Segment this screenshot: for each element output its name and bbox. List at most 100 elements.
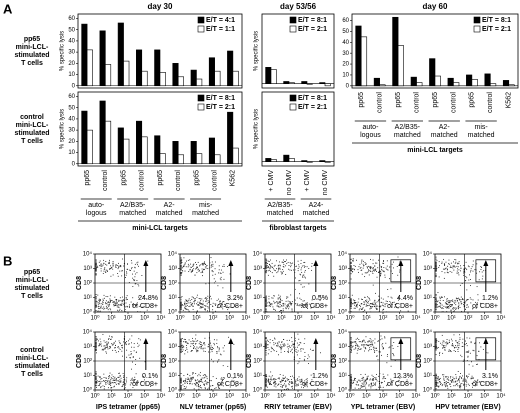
event-dot [277,384,279,386]
event-dot [459,307,461,308]
event-dot [95,381,97,382]
event-dot [443,263,445,265]
event-dot [308,267,310,269]
event-dot [187,378,189,380]
event-dot [184,382,186,384]
event-dot [382,302,384,304]
event-dot [369,268,371,270]
event-dot [210,358,212,360]
event-dot [279,380,281,382]
event-dot [288,306,290,308]
event-dot [370,349,372,350]
y-tick-label: 10⁰ [338,309,348,316]
event-dot [456,272,458,274]
event-dot [188,380,190,382]
event-dot [277,384,279,386]
event-dot [228,336,230,338]
bar [172,141,179,165]
event-dot [184,380,186,382]
event-dot [213,344,215,346]
event-dot [446,343,448,345]
event-dot [352,260,354,261]
event-dot [278,383,280,385]
event-dot [377,272,379,273]
x-axis-label: NLV tetramer (pp65) [180,404,246,411]
event-dot [364,276,366,278]
event-dot [181,296,183,297]
event-dot [287,388,289,389]
event-dot [436,267,438,269]
bar [471,78,478,87]
event-dot [290,375,292,377]
event-dot [204,376,206,378]
event-dot [274,264,276,266]
event-dot [196,266,198,268]
event-dot [133,381,134,383]
event-dot [279,311,281,312]
event-dot [304,380,306,382]
event-dot [271,272,273,274]
legend-swatch [473,25,481,33]
event-dot [134,382,136,383]
event-dot [201,387,203,389]
event-dot [193,301,195,303]
event-dot [435,343,437,345]
event-dot [210,380,212,382]
event-dot [207,382,209,383]
event-dot [201,298,203,300]
event-dot [112,264,114,266]
event-dot [213,339,215,341]
event-dot [109,347,110,349]
event-dot [446,303,448,305]
event-dot [211,349,213,350]
event-dot [301,380,303,382]
event-dot [224,377,226,379]
event-dot [474,385,476,387]
event-dot [287,261,289,263]
event-dot [391,263,393,265]
event-dot [180,299,182,301]
event-dot [361,308,363,310]
event-dot [104,341,106,343]
event-dot [287,306,288,308]
event-dot [228,307,230,309]
event-dot [386,385,388,387]
event-dot [372,306,374,308]
x-tick-label: control [175,170,182,191]
event-dot [359,341,361,343]
event-dot [201,378,203,380]
event-dot [435,389,437,391]
event-dot [355,348,357,350]
event-dot [277,271,279,273]
event-dot [192,372,194,374]
event-dot [355,302,357,303]
event-dot [291,308,293,310]
event-dot [136,272,138,274]
event-dot [97,375,99,377]
event-dot [209,347,211,349]
event-dot [441,307,443,309]
event-dot [202,306,204,308]
bar [265,67,272,84]
event-dot [204,383,205,385]
event-dot [266,386,268,388]
event-dot [270,382,272,384]
event-dot [382,342,384,344]
event-dot [468,373,470,375]
event-dot [276,272,278,274]
event-dot [118,307,120,308]
event-dot [451,304,453,305]
event-dot [110,299,111,301]
event-dot [196,272,198,274]
event-dot [438,385,440,387]
event-dot [207,306,209,308]
event-dot [267,353,269,355]
event-dot [180,302,182,304]
event-dot [204,351,206,352]
event-dot [132,387,134,389]
event-dot [439,378,440,380]
event-dot [298,338,300,340]
event-dot [366,301,368,303]
event-dot [265,269,267,271]
event-dot [297,350,299,352]
